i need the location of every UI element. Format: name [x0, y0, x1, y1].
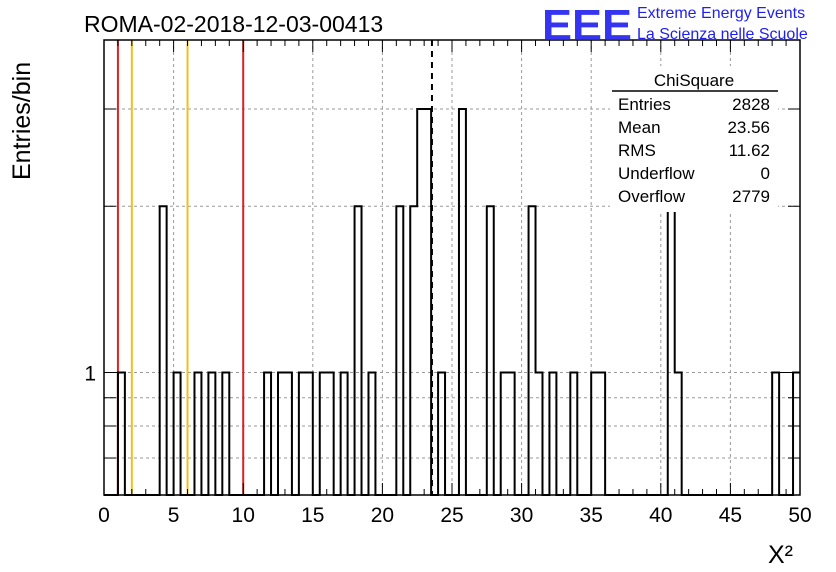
stats-row-value: 23.56	[727, 118, 770, 137]
eee-logo: EEE Extreme Energy Events La Scienza nel…	[542, 1, 808, 50]
x-tick-label: 20	[371, 504, 394, 527]
stats-title: ChiSquare	[654, 71, 734, 90]
x-tick-label: 5	[168, 504, 180, 527]
stats-row-value: 2779	[732, 187, 770, 206]
axis-tick-labels: 0 5 10 15 20 25 30 35 40 45 50 1	[84, 362, 811, 527]
x-tick-label: 45	[719, 504, 742, 527]
x-tick-label: 25	[440, 504, 463, 527]
stats-box: ChiSquare Entries 2828 Mean 23.56 RMS 11.62 Un…	[610, 66, 778, 212]
stats-row-label: Entries	[618, 95, 671, 114]
chart-title: ROMA-02-2018-12-03-00413	[84, 11, 383, 37]
logo-line-2: La Scienza nelle Scuole	[637, 26, 808, 43]
stats-row-value: 11.62	[729, 141, 770, 160]
x-tick-label: 0	[98, 504, 110, 527]
x-tick-label: 40	[649, 504, 672, 527]
stats-row-label: RMS	[618, 141, 656, 160]
x-tick-label: 10	[232, 504, 255, 527]
x-tick-label: 15	[301, 504, 324, 527]
x-tick-label: 35	[580, 504, 603, 527]
x-tick-label: 30	[510, 504, 533, 527]
stats-row-label: Mean	[618, 118, 661, 137]
axis-ticks	[103, 40, 801, 495]
logo-mark: EEE	[542, 1, 632, 50]
x-tick-label: 50	[788, 504, 811, 527]
x-axis-label: X²	[768, 541, 793, 569]
y-axis-label: Entries/bin	[8, 62, 36, 180]
y-tick-label: 1	[84, 362, 96, 385]
stats-row-label: Overflow	[618, 187, 686, 206]
stats-row-value: 0	[761, 164, 770, 183]
logo-line-1: Extreme Energy Events	[637, 5, 805, 22]
stats-rows: Entries 2828 Mean 23.56 RMS 11.62 Underflow 0 Ov…	[618, 95, 770, 206]
stats-row-value: 2828	[732, 95, 770, 114]
stats-row-label: Underflow	[618, 164, 695, 183]
